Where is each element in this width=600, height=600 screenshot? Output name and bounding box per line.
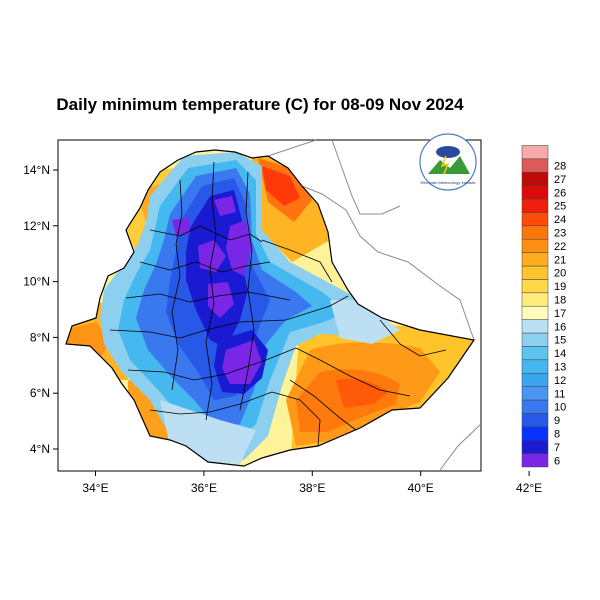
- admin-boundaries: [109, 161, 447, 447]
- map-title: Daily minimum temperature (C) for 08-09 …: [56, 95, 464, 114]
- colorbar-swatch: [521, 198, 549, 213]
- colorbar-swatch: [521, 185, 549, 200]
- colorbar-swatch: [521, 158, 549, 173]
- x-tick-label: 36°E: [191, 481, 217, 495]
- colorbar-swatch: [521, 252, 549, 267]
- colorbar-swatch: [521, 372, 549, 387]
- y-tick-label: 4°N: [30, 442, 50, 456]
- colorbar-swatch: [521, 238, 549, 253]
- colorbar-swatch: [521, 453, 549, 468]
- colorbar-label: 18: [554, 295, 566, 307]
- colorbar-label: 17: [554, 308, 566, 320]
- y-tick-label: 8°N: [30, 330, 50, 344]
- colorbar-swatch: [521, 305, 549, 320]
- colorbar-swatch: [521, 265, 549, 280]
- colorbar-swatch: [521, 426, 549, 441]
- colorbar-label: 10: [554, 402, 566, 414]
- colorbar-label: 28: [554, 161, 566, 173]
- colorbar-label: 26: [554, 187, 566, 199]
- colorbar-label: 23: [554, 228, 566, 240]
- colorbar-swatch: [521, 292, 549, 307]
- colorbar-swatch: [521, 145, 549, 160]
- y-tick-label: 14°N: [23, 163, 50, 177]
- colorbar-label: 7: [554, 442, 560, 454]
- colorbar-label: 19: [554, 281, 566, 293]
- x-tick-label: 34°E: [82, 481, 108, 495]
- colorbar-swatch: [521, 346, 549, 361]
- colorbar-label: 15: [554, 335, 566, 347]
- colorbar-swatch: [521, 386, 549, 401]
- colorbar-swatch: [521, 399, 549, 414]
- y-tick-label: 12°N: [23, 219, 50, 233]
- y-tick-label: 6°N: [30, 386, 50, 400]
- colorbar-label: 14: [554, 348, 566, 360]
- institute-logo: Ethiopian Meteorology Institute: [419, 133, 477, 191]
- colorbar-label: 27: [554, 174, 566, 186]
- neighbor-boundaries: [261, 139, 482, 471]
- colorbar-swatch: [521, 319, 549, 334]
- colorbar-swatch: [521, 413, 549, 428]
- colorbar-swatch: [521, 332, 549, 347]
- colorbar-swatch: [521, 225, 549, 240]
- colorbar-swatch: [521, 279, 549, 294]
- colorbar-label: 24: [554, 214, 566, 226]
- colorbar-swatch: [521, 212, 549, 227]
- svg-text:Ethiopian Meteorology Institut: Ethiopian Meteorology Institute: [421, 180, 477, 185]
- colorbar-swatch: [521, 171, 549, 186]
- colorbar-label: 9: [554, 415, 560, 427]
- x-tick-label: 42°E: [516, 481, 542, 495]
- x-tick-label: 38°E: [299, 481, 325, 495]
- colorbar-swatch: [521, 359, 549, 374]
- x-tick-label: 40°E: [408, 481, 434, 495]
- colorbar-label: 8: [554, 429, 560, 441]
- colorbar-label: 13: [554, 362, 566, 374]
- y-axis: 4°N 6°N 8°N 10°N 12°N 14°N: [23, 163, 58, 456]
- colorbar-label: 20: [554, 268, 566, 280]
- y-tick-label: 10°N: [23, 275, 50, 289]
- colorbar-label: 6: [554, 455, 560, 467]
- x-axis: 34°E36°E38°E40°E42°E44°E46°E48°E: [82, 471, 542, 495]
- colorbar-label: 21: [554, 254, 566, 266]
- colorbar-label: 25: [554, 201, 566, 213]
- colorbar-label: 16: [554, 321, 566, 333]
- country-outline: [65, 149, 476, 467]
- colorbar-label: 12: [554, 375, 566, 387]
- colorbar-label: 22: [554, 241, 566, 253]
- colorbar-label: 11: [554, 388, 565, 400]
- colorbar-swatch: [521, 439, 549, 454]
